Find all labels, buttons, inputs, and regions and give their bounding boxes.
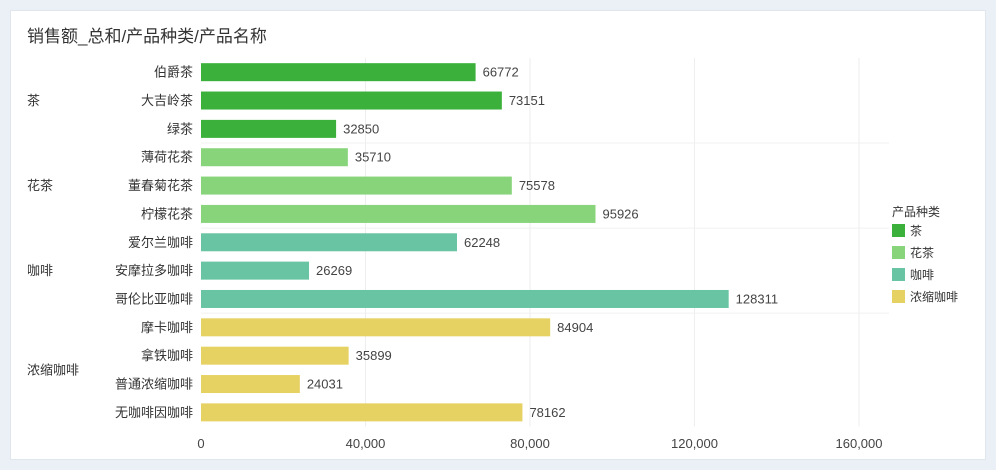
legend-swatch [892,290,905,303]
bar [201,261,310,280]
data-label: 128311 [736,291,778,306]
x-tick-label: 160,000 [836,436,883,451]
data-label: 95926 [602,206,638,221]
category-label: 柠檬花茶 [141,206,193,221]
bar [201,233,457,252]
category-label: 哥伦比亚咖啡 [115,291,193,306]
data-label: 78162 [529,405,565,420]
category-label: 大吉岭茶 [141,93,193,108]
bar [201,318,551,337]
legend-swatch [892,224,905,237]
x-tick-label: 40,000 [346,436,386,451]
x-tick-label: 120,000 [671,436,718,451]
data-label: 66772 [483,65,519,80]
group-label: 咖啡 [27,263,53,278]
bar [201,91,502,110]
x-axis: 0 40,000 80,000 120,000 160,000 [197,436,882,451]
bar-chart: 销售额_总和/产品种类/产品名称 伯爵茶 66772 大吉岭茶 73151 绿茶 3285… [27,27,958,451]
category-label: 薄荷花茶 [141,150,193,165]
bar [201,375,300,394]
x-tick-label: 80,000 [510,436,550,451]
category-label: 董春菊花茶 [128,178,193,193]
group-label: 浓缩咖啡 [27,362,79,377]
legend-swatch [892,246,905,259]
bar [201,346,349,365]
category-label: 爱尔兰咖啡 [128,235,193,250]
chart-panel: 销售额_总和/产品种类/产品名称 伯爵茶 66772 大吉岭茶 73151 绿茶 3285… [10,10,986,460]
bar [201,63,476,82]
bar [201,204,596,223]
bar [201,148,348,167]
data-label: 84904 [557,320,593,335]
legend-swatch [892,268,905,281]
data-label: 32850 [343,121,379,136]
bar [201,403,523,422]
bar [201,289,729,308]
category-label: 普通浓缩咖啡 [115,377,193,392]
bar [201,119,337,138]
legend-item-label: 茶 [910,223,922,238]
data-label: 26269 [316,263,352,278]
category-label: 安摩拉多咖啡 [115,263,193,278]
category-label: 伯爵茶 [154,65,193,80]
legend-item-label: 咖啡 [910,267,934,282]
group-label: 茶 [27,93,40,108]
legend-item-label: 浓缩咖啡 [910,289,958,304]
data-label: 35899 [356,348,392,363]
category-label: 无咖啡因咖啡 [115,405,193,420]
x-tick-label: 0 [197,436,204,451]
data-label: 73151 [509,93,545,108]
data-label: 35710 [355,150,391,165]
category-label: 拿铁咖啡 [141,348,193,363]
chart-title: 销售额_总和/产品种类/产品名称 [27,27,267,46]
data-label: 62248 [464,235,500,250]
group-label: 花茶 [27,178,53,193]
category-label: 绿茶 [167,121,193,136]
data-label: 24031 [307,377,343,392]
category-label: 摩卡咖啡 [141,320,193,335]
legend-title: 产品种类 [892,205,940,219]
data-label: 75578 [519,178,555,193]
bar [201,176,512,195]
legend-item-label: 花茶 [910,245,934,260]
grid-lines [201,58,889,427]
